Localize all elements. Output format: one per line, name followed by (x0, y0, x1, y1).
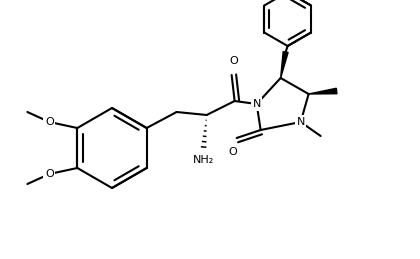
Text: O: O (229, 56, 238, 66)
Text: N: N (297, 117, 305, 127)
Text: O: O (45, 117, 54, 127)
Text: O: O (45, 169, 54, 179)
Polygon shape (309, 88, 337, 94)
Text: NH₂: NH₂ (193, 155, 214, 165)
Text: O: O (228, 147, 237, 157)
Polygon shape (281, 52, 288, 78)
Text: N: N (252, 99, 261, 109)
